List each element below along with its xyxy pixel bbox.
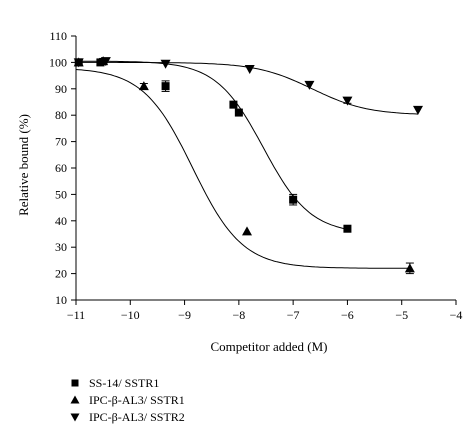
x-axis-ticks: −11 −10 −9 −8 −7 −6 −5 −4 [67, 300, 463, 322]
x-tick-label: −5 [395, 308, 408, 322]
data-point [229, 100, 238, 109]
y-tick-label: 20 [55, 267, 67, 281]
data-point [304, 80, 315, 90]
y-tick-label: 50 [55, 187, 67, 201]
axes [75, 36, 456, 301]
data-point [342, 96, 353, 106]
data-point [234, 108, 243, 117]
data-point [244, 65, 255, 74]
data-point [138, 81, 149, 91]
x-tick-label: −8 [232, 308, 245, 322]
legend-label: IPC-β-AL3/ SSTR2 [89, 410, 185, 424]
data-point [413, 105, 423, 115]
legend-label: SS-14/ SSTR1 [89, 376, 159, 390]
legend: SS-14/ SSTR1 IPC-β-AL3/ SSTR1 IPC-β-AL3/ S… [70, 376, 185, 424]
data-point [73, 58, 84, 68]
data-point [289, 195, 298, 204]
y-tick-label: 110 [49, 29, 67, 43]
y-tick-label: 60 [55, 161, 67, 175]
data-points [73, 56, 423, 275]
x-tick-label: −7 [287, 308, 300, 322]
y-tick-label: 80 [55, 108, 67, 122]
data-point [100, 57, 111, 67]
data-point [242, 226, 252, 236]
x-axis-label: Competitor added (M) [211, 339, 328, 354]
y-tick-label: 70 [55, 135, 67, 149]
fit-curves [75, 60, 419, 269]
data-point [160, 59, 171, 69]
legend-marker [71, 379, 79, 387]
y-axis-label: Relative bound (%) [16, 114, 31, 216]
x-tick-label: −4 [450, 308, 463, 322]
x-tick-label: −9 [178, 308, 191, 322]
legend-marker [70, 395, 80, 404]
legend-marker [70, 413, 80, 422]
y-tick-label: 90 [55, 82, 67, 96]
y-tick-label: 30 [55, 240, 67, 254]
data-point [343, 224, 352, 233]
y-tick-label: 10 [55, 293, 67, 307]
y-axis-ticks: 10 20 30 40 50 60 70 80 90 100 110 [49, 29, 76, 307]
x-tick-label: −11 [67, 308, 85, 322]
x-tick-label: −6 [341, 308, 354, 322]
fit-curve [76, 61, 419, 115]
x-tick-label: −10 [121, 308, 140, 322]
fit-curve [76, 60, 348, 230]
data-point [404, 263, 415, 273]
fit-curve [75, 69, 410, 269]
data-point [161, 82, 170, 91]
y-tick-label: 40 [55, 214, 67, 228]
legend-label: IPC-β-AL3/ SSTR1 [89, 393, 185, 407]
y-tick-label: 100 [49, 55, 67, 69]
